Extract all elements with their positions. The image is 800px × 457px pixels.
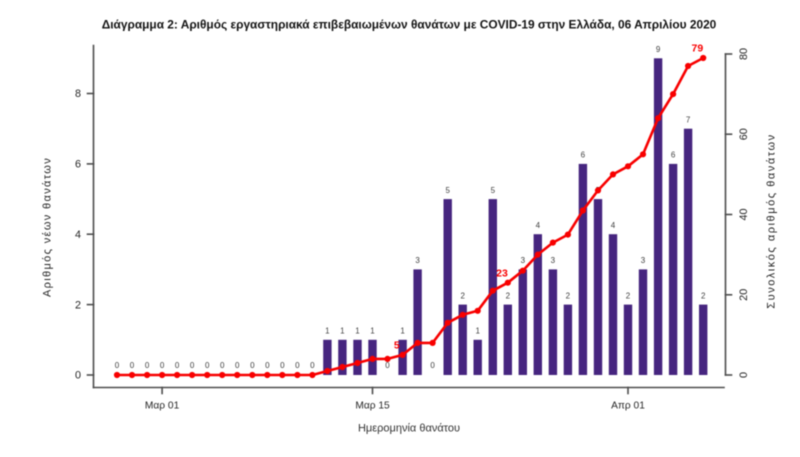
svg-text:0: 0 xyxy=(115,361,120,370)
svg-text:1: 1 xyxy=(355,327,360,336)
svg-text:5: 5 xyxy=(394,340,400,352)
svg-text:6: 6 xyxy=(75,159,81,171)
svg-text:0: 0 xyxy=(75,370,81,382)
svg-text:3: 3 xyxy=(551,256,556,265)
svg-text:0: 0 xyxy=(205,361,210,370)
svg-text:0: 0 xyxy=(738,372,750,378)
svg-text:0: 0 xyxy=(235,361,240,370)
svg-text:2: 2 xyxy=(506,291,511,300)
svg-text:3: 3 xyxy=(641,256,646,265)
svg-text:0: 0 xyxy=(310,361,315,370)
svg-text:6: 6 xyxy=(671,151,676,160)
svg-text:7: 7 xyxy=(686,115,691,124)
svg-text:0: 0 xyxy=(130,361,135,370)
svg-text:1: 1 xyxy=(475,327,480,336)
svg-text:Διάγραμμα 2: Αριθμός εργαστηρι: Διάγραμμα 2: Αριθμός εργαστηριακά επιβεβ… xyxy=(102,18,717,32)
svg-text:2: 2 xyxy=(75,299,81,311)
svg-text:60: 60 xyxy=(738,128,750,140)
svg-text:0: 0 xyxy=(190,361,195,370)
svg-text:0: 0 xyxy=(385,361,390,370)
svg-text:4: 4 xyxy=(536,221,541,230)
svg-text:8: 8 xyxy=(75,88,81,100)
svg-text:2: 2 xyxy=(626,291,631,300)
svg-text:6: 6 xyxy=(581,151,586,160)
svg-text:0: 0 xyxy=(430,361,435,370)
svg-text:1: 1 xyxy=(370,327,375,336)
svg-text:80: 80 xyxy=(738,48,750,60)
svg-text:4: 4 xyxy=(75,229,81,241)
svg-text:23: 23 xyxy=(496,267,508,279)
svg-text:1: 1 xyxy=(325,327,330,336)
svg-text:0: 0 xyxy=(280,361,285,370)
svg-text:3: 3 xyxy=(521,256,526,265)
svg-text:2: 2 xyxy=(566,291,571,300)
svg-text:1: 1 xyxy=(400,327,405,336)
svg-text:Συνολικός αριθμός θανάτων: Συνολικός αριθμός θανάτων xyxy=(766,133,778,308)
svg-text:0: 0 xyxy=(145,361,150,370)
svg-text:Αριθμός νέων θανάτων: Αριθμός νέων θανάτων xyxy=(42,157,54,297)
svg-text:1: 1 xyxy=(340,327,345,336)
svg-text:0: 0 xyxy=(220,361,225,370)
svg-text:2: 2 xyxy=(460,291,465,300)
svg-text:0: 0 xyxy=(160,361,165,370)
svg-text:4: 4 xyxy=(611,221,616,230)
svg-text:5: 5 xyxy=(491,186,496,195)
svg-text:0: 0 xyxy=(175,361,180,370)
svg-text:2: 2 xyxy=(701,291,706,300)
svg-text:9: 9 xyxy=(656,45,661,54)
svg-text:Ημερομηνία θανάτου: Ημερομηνία θανάτου xyxy=(358,423,460,435)
svg-text:0: 0 xyxy=(295,361,300,370)
svg-text:0: 0 xyxy=(265,361,270,370)
svg-text:40: 40 xyxy=(738,208,750,220)
svg-text:0: 0 xyxy=(250,361,255,370)
svg-text:Απρ 01: Απρ 01 xyxy=(611,401,645,412)
svg-text:3: 3 xyxy=(415,256,420,265)
svg-text:79: 79 xyxy=(692,43,704,55)
svg-text:5: 5 xyxy=(445,186,450,195)
svg-text:20: 20 xyxy=(738,289,750,301)
svg-text:Μαρ 15: Μαρ 15 xyxy=(355,401,390,412)
svg-text:Μαρ 01: Μαρ 01 xyxy=(145,401,180,412)
